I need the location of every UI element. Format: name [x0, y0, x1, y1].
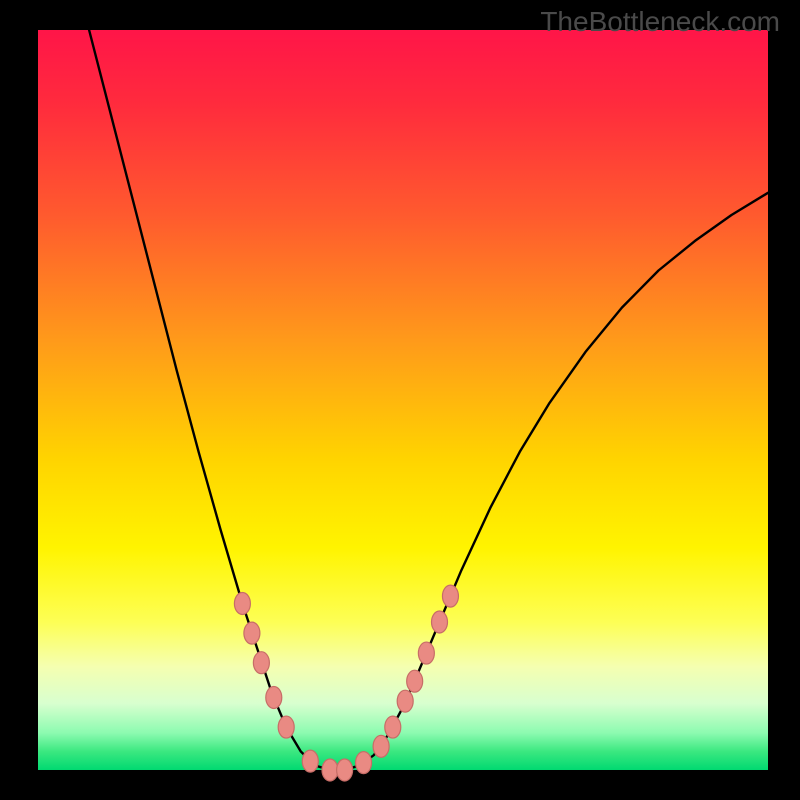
plot-background: [38, 30, 768, 770]
data-marker: [337, 759, 353, 781]
data-marker: [356, 752, 372, 774]
bottleneck-chart: TheBottleneck.com: [0, 0, 800, 800]
watermark-text: TheBottleneck.com: [540, 6, 780, 38]
data-marker: [234, 593, 250, 615]
chart-svg: [0, 0, 800, 800]
data-marker: [373, 735, 389, 757]
data-marker: [244, 622, 260, 644]
data-marker: [322, 759, 338, 781]
data-marker: [266, 686, 282, 708]
data-marker: [432, 611, 448, 633]
data-marker: [418, 642, 434, 664]
data-marker: [302, 750, 318, 772]
data-marker: [385, 716, 401, 738]
data-marker: [397, 690, 413, 712]
data-marker: [407, 670, 423, 692]
data-marker: [278, 716, 294, 738]
data-marker: [442, 585, 458, 607]
data-marker: [253, 652, 269, 674]
